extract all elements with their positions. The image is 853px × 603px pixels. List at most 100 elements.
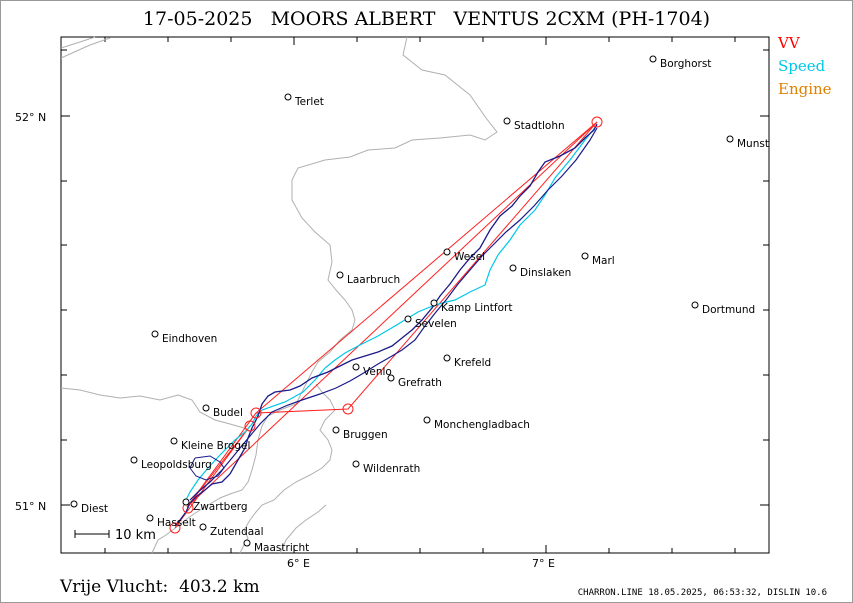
place-marker: Dinslaken (509, 264, 571, 279)
flight-track (174, 123, 598, 527)
place-dot (170, 437, 178, 445)
flight-track-loop (189, 455, 225, 481)
place-marker: Eindhoven (151, 330, 217, 345)
place-label: Krefeld (454, 357, 491, 369)
place-marker: Sevelen (404, 315, 457, 330)
place-marker: Diest (70, 500, 108, 515)
place-label: Monchengladbach (434, 419, 530, 431)
turnpoint-northeast (591, 116, 603, 128)
map-title: 17-05-2025 MOORS ALBERT VENTUS 2CXM (PH-… (0, 8, 853, 30)
place-marker: Kamp Lintfort (430, 299, 512, 314)
place-marker: Krefeld (443, 354, 491, 369)
place-marker: Grefrath (387, 374, 442, 389)
place-dot (443, 248, 451, 256)
place-marker: Kleine Brogel (170, 437, 250, 452)
place-dot (336, 271, 344, 279)
place-dot (182, 498, 190, 506)
place-dot (146, 514, 154, 522)
lon-label-6: 6° E (287, 557, 310, 570)
place-label: Borghorst (660, 58, 711, 70)
place-marker: Monchengladbach (423, 416, 530, 431)
place-dot (430, 299, 438, 307)
place-label: Zutendaal (210, 526, 264, 538)
place-marker: Bruggen (332, 426, 388, 441)
place-dot (332, 426, 340, 434)
place-label: Stadtlohn (514, 120, 565, 132)
place-marker: Munst (726, 135, 769, 150)
place-marker: Leopoldsburg (130, 456, 212, 471)
place-label: Dortmund (702, 304, 755, 316)
legend-vv: VV (778, 34, 800, 52)
place-label: Terlet (294, 96, 324, 108)
place-dot (130, 456, 138, 464)
turnpoint-west (244, 420, 256, 432)
place-label: Munst (737, 138, 769, 150)
place-marker: Zwartberg (182, 498, 248, 513)
scale-label: 10 km (115, 528, 156, 543)
place-dot (243, 539, 251, 547)
turnpoint-budel (250, 407, 262, 419)
flight-date: 17-05-2025 (142, 8, 253, 30)
place-marker: Laarbruch (336, 271, 400, 286)
place-dot (199, 523, 207, 531)
place-marker: Dortmund (691, 301, 755, 316)
pilot-name: MOORS ALBERT (270, 8, 436, 30)
lon-label-7: 7° E (532, 557, 555, 570)
place-label: Hasselt (157, 517, 196, 529)
place-marker: Marl (581, 252, 615, 267)
place-label: Wesel (454, 251, 485, 263)
place-dot (151, 330, 159, 338)
place-dot (443, 354, 451, 362)
legend-engine: Engine (778, 80, 832, 98)
place-marker: Wildenrath (352, 460, 420, 475)
place-label: Venlo (363, 366, 392, 378)
place-dot (581, 252, 589, 260)
place-dot (423, 416, 431, 424)
place-label: Kleine Brogel (181, 440, 250, 452)
free-flight-distance: Vrije Vlucht: 403.2 km (60, 577, 260, 597)
place-label: Bruggen (343, 429, 388, 441)
flight-track-south (189, 127, 598, 501)
software-footer: CHARRON.LINE 18.05.2025, 06:53:32, DISLI… (577, 588, 827, 598)
axis-ticks (61, 37, 769, 553)
place-label: Kamp Lintfort (441, 302, 512, 314)
place-dot (503, 117, 511, 125)
place-dot (387, 374, 395, 382)
speed-track (184, 124, 598, 503)
place-dot (649, 55, 657, 63)
place-label: Zwartberg (193, 501, 248, 513)
place-label: Leopoldsburg (141, 459, 212, 471)
place-label: Maastricht (254, 542, 309, 554)
place-label: Grefrath (398, 377, 442, 389)
scale-bar: 10 km (74, 528, 156, 543)
place-dot (284, 93, 292, 101)
place-dot (70, 500, 78, 508)
place-marker: Venlo (352, 363, 392, 378)
legend-speed: Speed (778, 57, 826, 75)
place-marker: Wesel (443, 248, 485, 263)
place-label: Sevelen (415, 318, 457, 330)
place-dot (509, 264, 517, 272)
place-label: Eindhoven (162, 333, 217, 345)
place-marker: Maastricht (243, 539, 309, 554)
turnpoint-start (169, 522, 181, 534)
place-label: Laarbruch (347, 274, 400, 286)
place-dot (404, 315, 412, 323)
place-dot (726, 135, 734, 143)
place-marker: Borghorst (649, 55, 711, 70)
map-frame (60, 36, 770, 554)
place-dot (352, 363, 360, 371)
glider-name: VENTUS 2CXM (PH-1704) (453, 8, 711, 30)
place-label: Budel (213, 407, 243, 419)
country-borders (60, 36, 498, 554)
turnpoint-bruggen (342, 403, 354, 415)
place-label: Dinslaken (520, 267, 571, 279)
place-dot (202, 404, 210, 412)
place-dot (352, 460, 360, 468)
place-dot (691, 301, 699, 309)
turnpoints (169, 116, 603, 534)
places-layer: Borghorst Terlet Stadtlohn Munst Wesel Marl Di… (70, 55, 769, 554)
place-marker: Budel (202, 404, 243, 419)
lat-label-52: 52° N (15, 111, 46, 124)
